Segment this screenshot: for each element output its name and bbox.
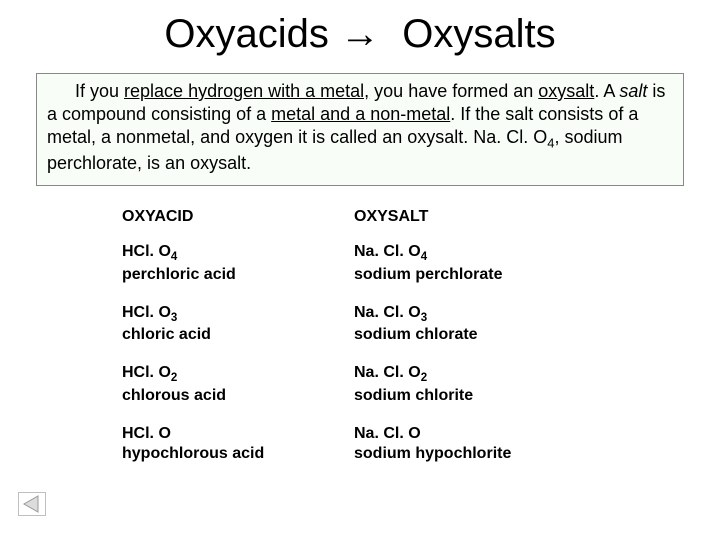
text-underline: oxysalt	[538, 81, 594, 101]
subscript: 3	[421, 312, 427, 324]
oxyacid-cell: HCl. O2 chlorous acid	[122, 363, 354, 424]
name-part: chlor	[160, 445, 199, 462]
name-part: chlor	[122, 387, 161, 404]
name-suffix: ous	[199, 445, 227, 462]
back-button[interactable]	[18, 492, 46, 516]
subscript: 4	[421, 251, 427, 263]
oxyacid-cell: HCl. O hypochlorous acid	[122, 424, 354, 482]
name-suffix: ate	[479, 266, 502, 283]
name-prefix: hypo	[122, 445, 160, 462]
text: you have formed an	[369, 81, 538, 101]
formula: HCl. O	[122, 304, 171, 321]
name-suffix: ic	[186, 266, 199, 283]
text-underline: metal and a non-metal	[271, 104, 450, 124]
formula: HCl. O	[122, 425, 171, 442]
oxysalt-cell: Na. Cl. O sodium hypochlorite	[354, 424, 584, 482]
name-suffix: ic	[161, 326, 174, 343]
name-part: acid	[190, 387, 226, 404]
name-part: sodium	[354, 445, 415, 462]
title-arrow: →	[340, 12, 380, 56]
oxyacid-cell: HCl. O3 chloric acid	[122, 303, 354, 364]
name-part: chlor	[122, 326, 161, 343]
header-oxyacid: OXYACID	[122, 208, 354, 242]
page-title: Oxyacids → Oxysalts	[0, 0, 720, 57]
text: If you	[75, 81, 124, 101]
name-prefix: hypo	[415, 445, 453, 462]
subscript: 3	[171, 312, 177, 324]
name-part: acid	[174, 326, 210, 343]
table-row: HCl. O2 chlorous acid Na. Cl. O2 sodium …	[122, 363, 584, 424]
oxysalt-cell: Na. Cl. O4 sodium perchlorate	[354, 242, 584, 303]
formula: Na. Cl. O	[354, 304, 421, 321]
triangle-left-icon	[18, 492, 46, 516]
comparison-table: OXYACID OXYSALT HCl. O4 perchloric acid …	[122, 208, 720, 482]
formula: Na. Cl. O	[354, 425, 421, 442]
formula: Na. Cl. O	[354, 364, 421, 381]
title-left: Oxyacids	[164, 12, 329, 56]
oxysalt-cell: Na. Cl. O3 sodium chlorate	[354, 303, 584, 364]
oxyacid-cell: HCl. O4 perchloric acid	[122, 242, 354, 303]
name-suffix: ate	[454, 326, 477, 343]
name-part: sodium chlor	[354, 326, 454, 343]
header-oxysalt: OXYSALT	[354, 208, 584, 242]
table-row: HCl. O hypochlorous acid Na. Cl. O sodiu…	[122, 424, 584, 482]
subscript: 4	[171, 251, 177, 263]
text-underline: replace hydrogen with a metal,	[124, 81, 369, 101]
formula: HCl. O	[122, 364, 171, 381]
intro-paragraph: If you replace hydrogen with a metal, yo…	[36, 73, 684, 186]
subscript: 2	[421, 373, 427, 385]
name-part: acid	[199, 266, 235, 283]
oxysalt-cell: Na. Cl. O2 sodium chlorite	[354, 363, 584, 424]
name-part: acid	[228, 445, 264, 462]
name-suffix: ite	[454, 387, 473, 404]
subscript: 2	[171, 373, 177, 385]
name-suffix: ite	[493, 445, 512, 462]
text-italic: salt	[619, 81, 647, 101]
text: . A	[594, 81, 619, 101]
formula: Na. Cl. O	[354, 243, 421, 260]
formula: HCl. O	[122, 243, 171, 260]
name-part: sodium chlor	[354, 387, 454, 404]
table-row: HCl. O3 chloric acid Na. Cl. O3 sodium c…	[122, 303, 584, 364]
name-part: chlor	[454, 445, 493, 462]
name-part: perchlor	[122, 266, 186, 283]
name-part: perchlor	[415, 266, 479, 283]
name-part: sodium	[354, 266, 415, 283]
title-right: Oxysalts	[402, 12, 555, 56]
name-suffix: ous	[161, 387, 189, 404]
table-row: HCl. O4 perchloric acid Na. Cl. O4 sodiu…	[122, 242, 584, 303]
